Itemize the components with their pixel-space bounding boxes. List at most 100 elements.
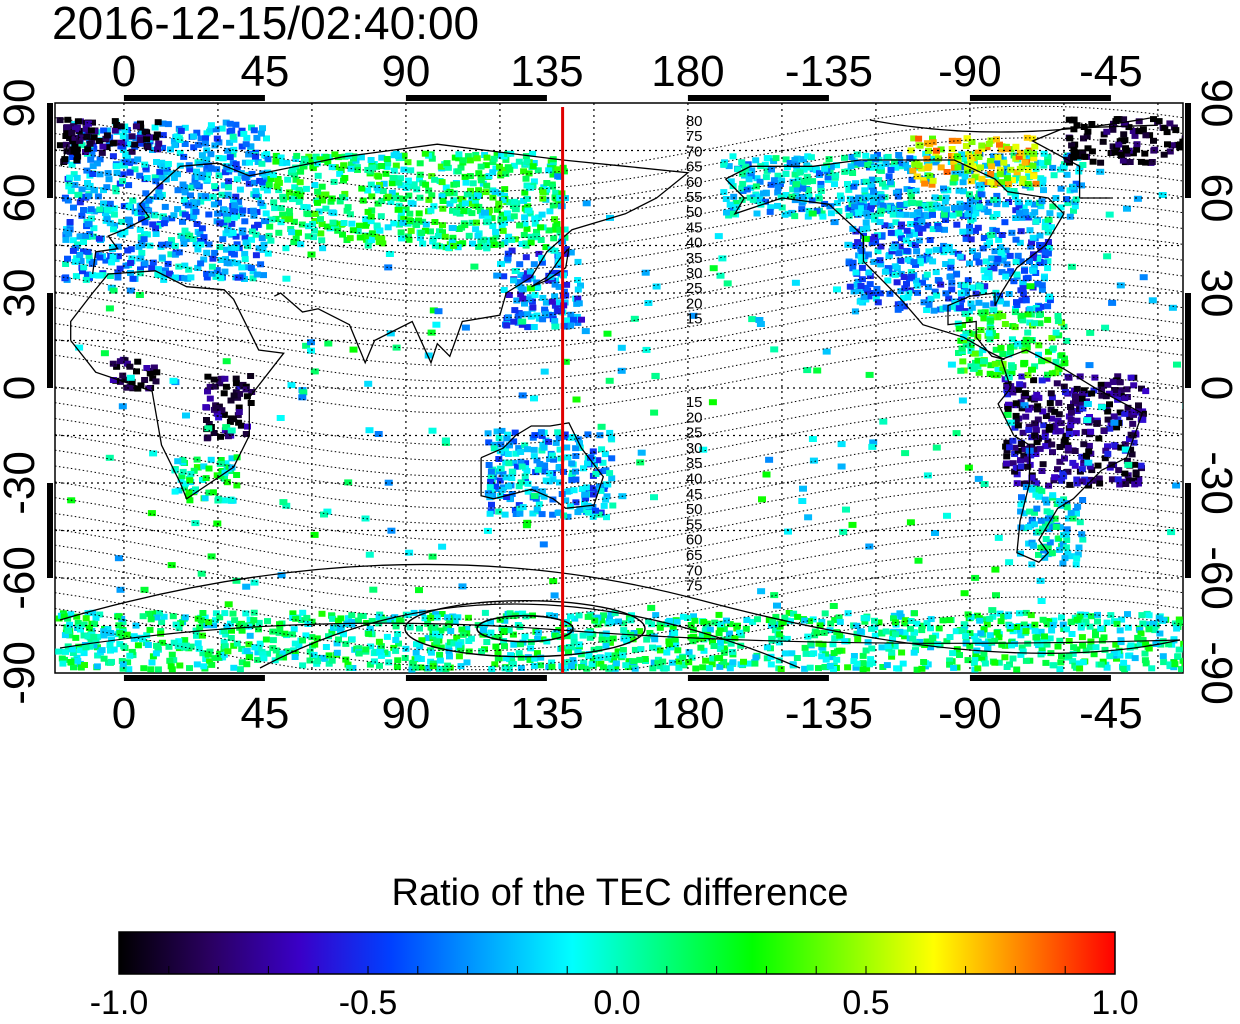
contour-label: 40 — [686, 471, 703, 488]
colorbar-title: Ratio of the TEC difference — [391, 872, 849, 914]
mag-lat-contour — [55, 137, 1183, 209]
mag-lat-contour — [55, 105, 1183, 177]
mag-lat-contour — [55, 453, 1183, 525]
contour-label: 80 — [686, 113, 703, 130]
contour-label: 50 — [686, 501, 703, 518]
south-pole-contour — [404, 599, 646, 658]
mag-lat-contour — [55, 564, 1183, 636]
data-region-antarctica — [55, 609, 1183, 673]
axis-bar-top — [123, 95, 265, 101]
right-axis-tick-label: -60 — [1192, 546, 1240, 610]
contour-label: 75 — [686, 128, 703, 145]
bottom-axis-tick-label: 90 — [381, 689, 430, 738]
coastline-antarctica — [59, 622, 1181, 649]
south-contour — [59, 563, 1181, 654]
colorbar-tick-label: -0.5 — [338, 984, 398, 1022]
mag-lat-contour — [55, 438, 1183, 509]
axis-bar-right — [1185, 103, 1191, 198]
mag-lat-contour — [55, 406, 1183, 478]
mag-lat-contour — [55, 232, 1183, 304]
mag-lat-contour — [55, 469, 1183, 541]
bottom-axis-tick-label: 0 — [112, 689, 136, 738]
axis-bar-bottom — [687, 675, 829, 681]
contour-label: 35 — [686, 455, 703, 472]
mag-lat-contour — [55, 200, 1183, 272]
data-region-caribbean — [954, 309, 1071, 379]
left-axis-tick-label: 60 — [0, 174, 44, 223]
axis-bar-bottom — [969, 675, 1111, 681]
data-region-west-africa — [109, 356, 161, 392]
contour-label: 30 — [686, 265, 703, 282]
grid-layer — [55, 103, 1183, 673]
mag-lat-contour — [55, 311, 1183, 383]
contour-label: 60 — [686, 174, 703, 191]
left-axis-tick-label: 90 — [0, 79, 44, 128]
top-axis-tick-label: 90 — [381, 47, 430, 96]
coastline — [725, 159, 1065, 361]
axis-bar-left — [47, 103, 53, 198]
mag-lat-contour — [55, 485, 1183, 557]
axis-bar-bottom — [405, 675, 547, 681]
mag-lat-contour — [55, 168, 1183, 240]
mag-lat-contour — [55, 533, 1183, 604]
contour-label: 50 — [686, 204, 703, 221]
right-axis-tick-label: -90 — [1192, 641, 1240, 705]
top-axis-tick-label: 180 — [651, 47, 724, 96]
left-axis-tick-label: -60 — [0, 546, 44, 610]
coastline — [530, 246, 570, 288]
mag-lat-contour — [55, 263, 1183, 335]
mag-lat-contour — [55, 279, 1183, 351]
contour-label: 65 — [686, 159, 703, 176]
mag-lat-contour — [55, 327, 1183, 399]
mag-lat-contour — [55, 216, 1183, 288]
contour-label: 45 — [686, 486, 703, 503]
right-axis-tick-label: 90 — [1192, 79, 1240, 128]
contour-label: 75 — [686, 578, 703, 595]
coastline — [70, 270, 285, 500]
contour-label: 35 — [686, 250, 703, 267]
top-axis-tick-label: -45 — [1079, 47, 1143, 96]
data-region-svalbard — [62, 118, 163, 156]
bottom-axis-tick-label: 180 — [651, 689, 724, 738]
contour-label-layer: 8075706560555045403530252015152025303540… — [686, 113, 703, 595]
contour-label: 55 — [686, 516, 703, 533]
left-axis-tick-label: -30 — [0, 451, 44, 515]
mag-lat-contour — [55, 596, 1183, 668]
south-contour — [259, 603, 801, 669]
colorbar-tick-label: 0.5 — [842, 984, 890, 1022]
bottom-axis-tick-label: -90 — [938, 689, 1002, 738]
bottom-axis-tick-label: 45 — [240, 689, 289, 738]
top-axis-tick-label: 0 — [112, 47, 136, 96]
left-axis-tick-label: 0 — [0, 376, 44, 400]
plot-title: 2016-12-15/02:40:00 — [52, 0, 480, 49]
mag-lat-contour — [55, 184, 1183, 256]
right-axis-tick-label: 0 — [1192, 376, 1240, 400]
mag-lat-contour — [55, 343, 1183, 414]
contour-label: 65 — [686, 547, 703, 564]
top-axis-tick-label: -90 — [938, 47, 1002, 96]
data-region-north-asia — [265, 150, 569, 252]
contour-label: 15 — [686, 394, 703, 411]
bottom-axis-tick-label: 135 — [510, 689, 583, 738]
coastline — [264, 143, 690, 365]
bottom-axis-tick-label: -45 — [1079, 689, 1143, 738]
contour-label: 20 — [686, 409, 703, 426]
contour-label: 60 — [686, 532, 703, 549]
axis-bar-top — [405, 95, 547, 101]
colorbar-tick-label: 1.0 — [1091, 984, 1139, 1022]
contour-label: 45 — [686, 219, 703, 236]
right-axis-tick-label: 30 — [1192, 269, 1240, 318]
coastline — [91, 162, 266, 275]
mag-lat-contour — [55, 295, 1183, 367]
north-pole-contour — [869, 117, 1151, 133]
coastline — [480, 422, 605, 509]
mag-lat-contour — [55, 121, 1183, 193]
mag-lat-contour — [55, 422, 1183, 494]
top-axis-tick-label: 45 — [240, 47, 289, 96]
axis-bar-left — [47, 293, 53, 388]
contour-label: 40 — [686, 235, 703, 252]
coastline-layer — [59, 124, 1181, 649]
contour-label: 20 — [686, 295, 703, 312]
mag-lat-contour — [55, 580, 1183, 652]
